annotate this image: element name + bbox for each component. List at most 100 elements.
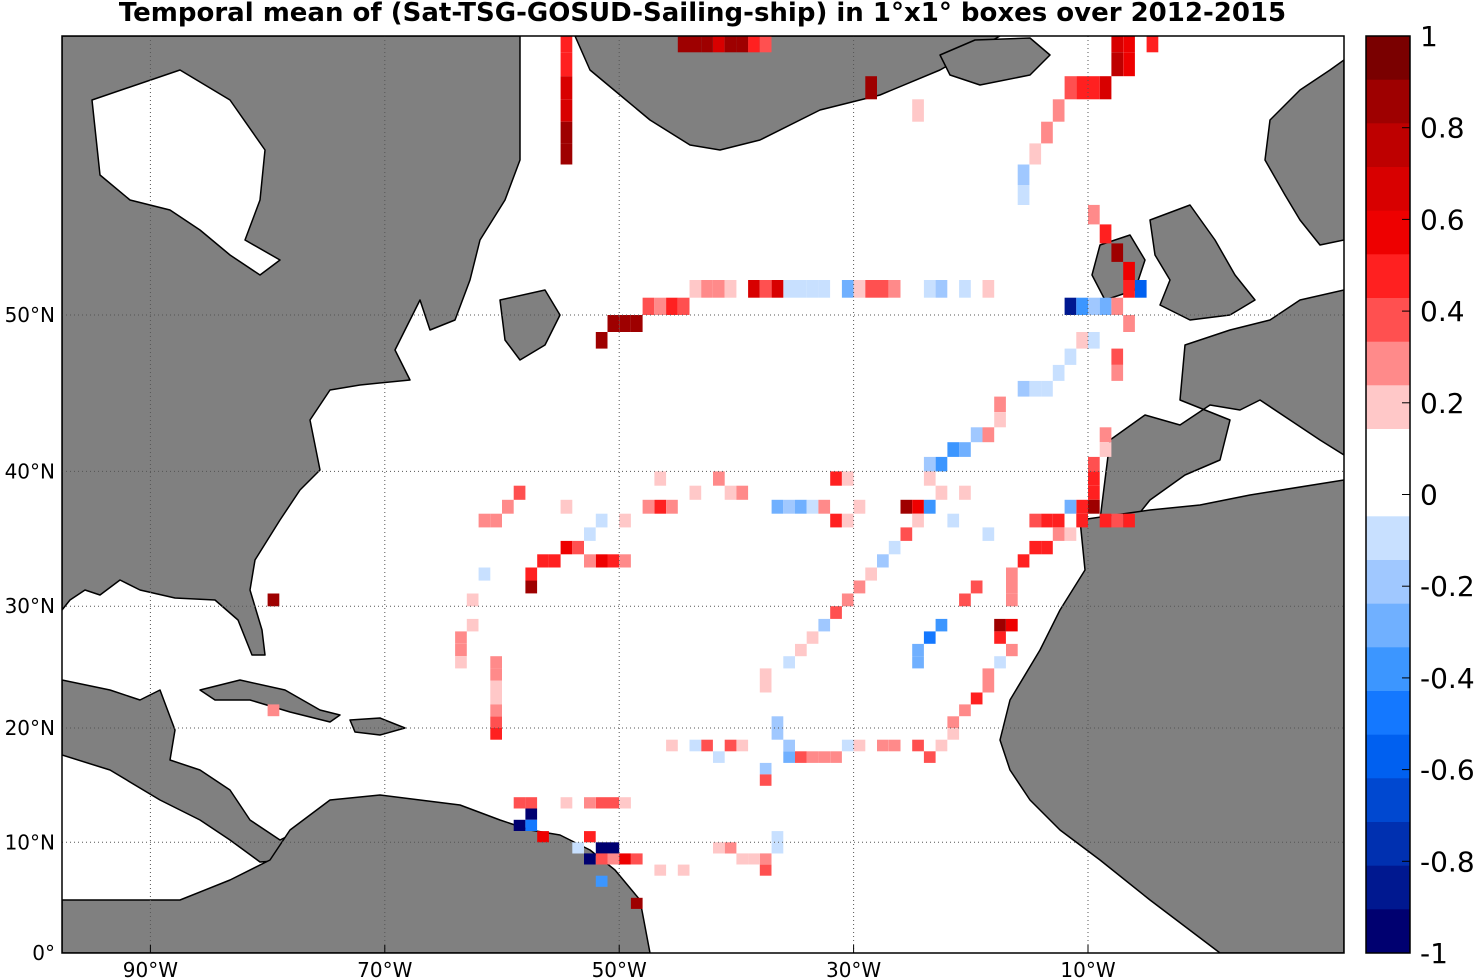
data-cell <box>513 485 526 500</box>
data-cell <box>630 897 643 909</box>
data-cell <box>525 797 538 809</box>
data-cell <box>630 315 643 332</box>
data-cell <box>1111 243 1124 262</box>
data-cell <box>1052 99 1065 122</box>
data-cell <box>841 739 854 752</box>
data-cell <box>853 739 866 752</box>
data-cell <box>1111 36 1124 53</box>
data-cell <box>1111 364 1124 381</box>
colorbar-tick-label: 0.4 <box>1420 295 1465 328</box>
data-cell <box>759 762 772 775</box>
data-cell <box>1088 485 1100 500</box>
data-cell <box>595 853 608 865</box>
data-cell <box>1064 527 1077 541</box>
data-cell <box>1064 348 1077 365</box>
data-cell <box>584 527 596 541</box>
y-tick-label: 40°N <box>5 459 55 483</box>
x-tick-label: 90°W <box>123 958 178 980</box>
x-axis-ticks: 90°W 70°W 50°W 30°W 10°W <box>123 945 1116 980</box>
data-cell <box>912 513 924 528</box>
data-cell <box>970 692 983 705</box>
data-cell <box>560 36 573 53</box>
data-cell <box>923 631 936 644</box>
data-cell <box>982 668 995 681</box>
colorbar-tick-label: 0.2 <box>1420 387 1465 420</box>
data-cell <box>572 540 584 555</box>
data-cell <box>818 618 831 632</box>
data-cell <box>689 739 702 752</box>
data-cell <box>923 456 936 472</box>
data-cell <box>748 280 760 298</box>
data-cell <box>795 751 807 763</box>
hispaniola-land <box>349 717 406 736</box>
data-cell <box>1099 442 1112 457</box>
colorbar-segment <box>1366 734 1410 779</box>
data-cell <box>1076 76 1088 100</box>
data-cell <box>853 280 866 298</box>
data-cell <box>783 656 795 669</box>
colorbar-segment <box>1366 691 1410 736</box>
data-cell <box>736 739 749 752</box>
data-cell <box>736 36 749 53</box>
data-cell <box>1135 2 1147 28</box>
data-cell <box>994 618 1006 632</box>
colorbar-tick-label: -1 <box>1420 937 1448 970</box>
data-cell <box>771 728 784 740</box>
data-cell <box>1088 76 1100 100</box>
data-cell <box>1076 297 1088 315</box>
data-cell <box>525 580 538 594</box>
data-cell <box>865 567 877 581</box>
data-cell <box>455 643 467 657</box>
data-cell <box>490 704 502 717</box>
colorbar-segment <box>1366 603 1410 648</box>
data-cell <box>1146 36 1159 53</box>
data-cell <box>970 427 983 443</box>
data-cell <box>561 0 573 2</box>
data-cell <box>490 668 502 681</box>
y-tick-label: 10°N <box>5 830 55 854</box>
data-cell <box>912 499 924 514</box>
data-cell <box>830 751 842 763</box>
data-cell <box>1088 297 1100 315</box>
data-cell <box>560 797 573 809</box>
y-tick-label: 20°N <box>5 716 55 740</box>
scandinavia-land <box>1264 59 1344 246</box>
data-cell <box>783 499 795 514</box>
data-cell <box>982 680 995 693</box>
data-cell <box>1076 513 1088 528</box>
data-cell <box>1088 204 1100 225</box>
data-cell <box>759 36 772 53</box>
data-cell <box>1123 315 1135 332</box>
data-cell <box>630 853 643 865</box>
data-cell <box>724 739 737 752</box>
data-cell <box>865 76 877 100</box>
colorbar-segment <box>1366 560 1410 605</box>
data-cell <box>841 593 854 607</box>
data-cell <box>1029 540 1042 555</box>
data-cell <box>572 842 584 854</box>
data-cell <box>1006 580 1018 594</box>
data-cell <box>607 797 620 809</box>
colorbar-segment <box>1366 210 1410 255</box>
data-cell <box>1099 76 1112 100</box>
data-cell <box>560 121 573 144</box>
data-cell <box>595 513 608 528</box>
colorbar-tick-label: 0.8 <box>1420 112 1465 145</box>
data-cell <box>642 297 655 315</box>
data-cell <box>888 540 901 555</box>
data-cell <box>1006 643 1018 657</box>
data-cell <box>455 656 467 669</box>
data-cell <box>1111 297 1124 315</box>
data-cell <box>584 554 596 568</box>
gridlines <box>62 36 1344 953</box>
data-cell <box>1088 332 1100 349</box>
data-cell <box>689 36 702 53</box>
data-cell <box>959 485 971 500</box>
data-cell <box>1099 297 1112 315</box>
colorbar-segment <box>1366 254 1410 299</box>
europe-land <box>1099 289 1344 526</box>
data-cell <box>947 716 960 729</box>
data-cell <box>1041 513 1053 528</box>
data-cell <box>841 280 854 298</box>
data-cell <box>619 853 631 865</box>
